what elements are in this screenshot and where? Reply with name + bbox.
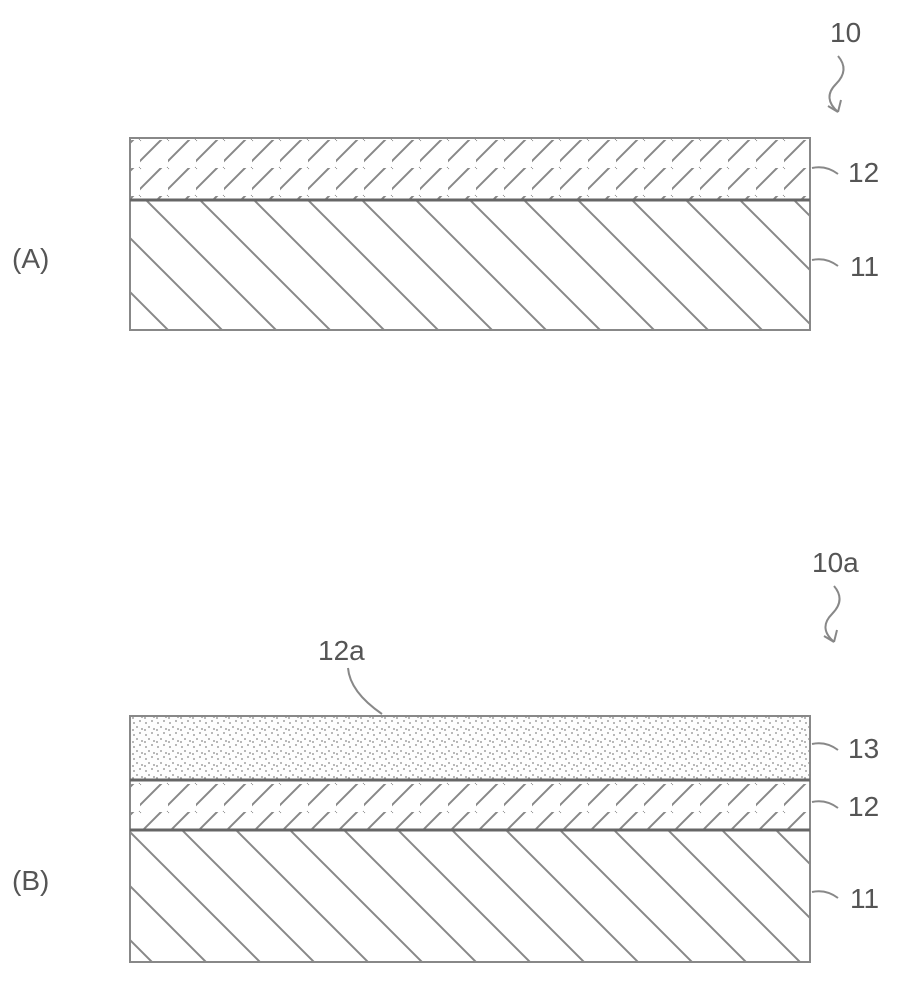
squiggle-arrow-b <box>825 586 839 642</box>
ref-12-b: 12 <box>848 791 879 822</box>
ref-12a: 12a <box>318 635 365 666</box>
tick-12-a <box>812 167 838 174</box>
layer-12-b <box>130 780 810 830</box>
tick-13-b <box>812 743 838 750</box>
layer-12-a <box>130 138 810 200</box>
tick-11-a <box>812 259 838 266</box>
ref-13-b: 13 <box>848 733 879 764</box>
layer-13-b <box>130 716 810 780</box>
panel-label-a: (A) <box>12 243 49 274</box>
squiggle-arrow-a <box>829 56 843 112</box>
ref-10a: 10a <box>812 547 859 578</box>
tick-11-b <box>812 891 838 898</box>
panel-label-b: (B) <box>12 865 49 896</box>
ref-11-b: 11 <box>850 883 879 914</box>
tick-12-b <box>812 801 838 808</box>
ref-12-a: 12 <box>848 157 879 188</box>
ref-11-a: 11 <box>850 251 879 282</box>
layer-11-a <box>130 200 810 330</box>
panel-b: 10a 12a 13 12 11 (B) <box>12 547 879 962</box>
panel-a: 10 12 11 (A) <box>12 17 879 330</box>
leader-12a <box>348 668 382 714</box>
ref-10: 10 <box>830 17 861 48</box>
layer-11-b <box>130 830 810 962</box>
